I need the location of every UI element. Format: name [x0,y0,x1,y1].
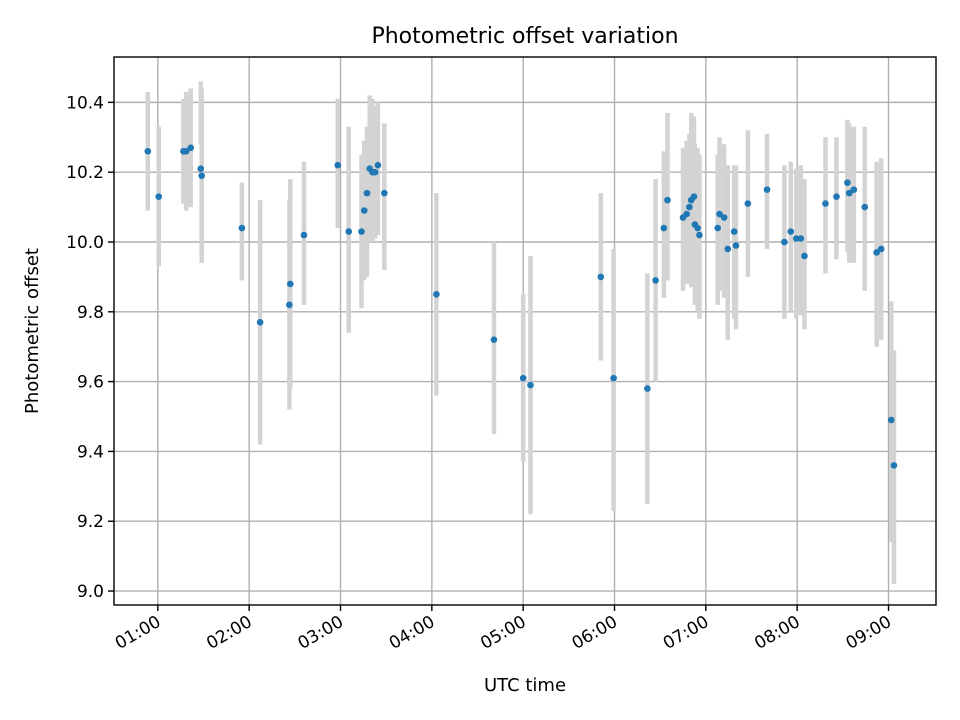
data-point [683,210,690,218]
x-tick-label: 05:00 [477,612,529,654]
data-point [845,189,853,197]
data-point [664,196,671,204]
data-point [714,224,722,232]
data-point [490,336,498,344]
data-point [801,252,808,260]
data-point [433,291,440,298]
data-point [300,231,308,239]
y-tick-label: 9.0 [77,582,104,602]
data-point [144,147,152,155]
data-point [873,249,880,256]
data-point [286,301,293,309]
y-tick-label: 9.4 [77,442,104,462]
data-point [527,381,534,389]
data-point [850,186,858,193]
error-bars [145,81,897,585]
data-points [144,144,898,469]
plot-frame [113,56,937,606]
data-point [696,231,703,239]
data-point [155,193,163,200]
data-point [597,273,605,281]
data-point [286,280,294,288]
data-point [371,168,379,176]
data-point [381,189,388,197]
data-point [363,189,371,197]
data-point [610,374,617,382]
x-axis-label: UTC time [484,675,566,696]
data-point [716,210,723,218]
data-point [833,193,840,200]
data-point [724,245,732,253]
y-tick-label: 10.0 [66,233,104,253]
data-point [792,235,800,242]
x-tick-label: 08:00 [751,612,803,654]
data-point [797,235,805,242]
data-point [652,277,659,284]
x-tick-label: 02:00 [203,612,255,654]
x-tick-label: 09:00 [843,612,895,654]
data-point [763,186,771,193]
data-point [732,242,740,249]
data-point [519,374,527,382]
data-point [787,228,795,235]
data-point [182,147,190,155]
data-point [644,385,651,392]
x-tick-label: 03:00 [295,612,347,654]
data-point [844,179,851,186]
y-tick-label: 9.8 [77,303,104,323]
data-point [890,462,898,469]
x-tick-label: 06:00 [569,612,621,654]
x-tick-label: 07:00 [660,612,712,654]
data-point [877,245,885,253]
data-point [690,193,698,200]
data-point [686,203,693,211]
data-point [187,144,195,152]
data-point [238,224,246,232]
data-point [694,224,701,232]
data-point [360,207,368,214]
data-point [720,214,728,221]
y-tick-label: 10.4 [66,93,104,113]
data-point [744,200,752,207]
y-axis-label: Photometric offset [22,248,43,414]
data-point [861,203,869,211]
data-point [781,238,788,246]
y-tick-label: 9.2 [77,512,104,532]
data-point [334,161,342,169]
data-point [198,172,205,179]
data-point [374,161,382,169]
data-point [358,228,365,235]
data-point [887,416,895,424]
x-tick-label: 04:00 [386,612,438,654]
y-tick-label: 10.2 [66,163,104,183]
data-point [822,200,829,207]
x-tick-label: 01:00 [112,612,164,654]
data-point [256,318,264,326]
data-point [730,228,738,235]
chart-title: Photometric offset variation [371,24,678,49]
data-point [660,224,668,232]
data-point [197,165,205,172]
y-tick-label: 9.6 [77,373,104,393]
data-point [345,228,353,235]
